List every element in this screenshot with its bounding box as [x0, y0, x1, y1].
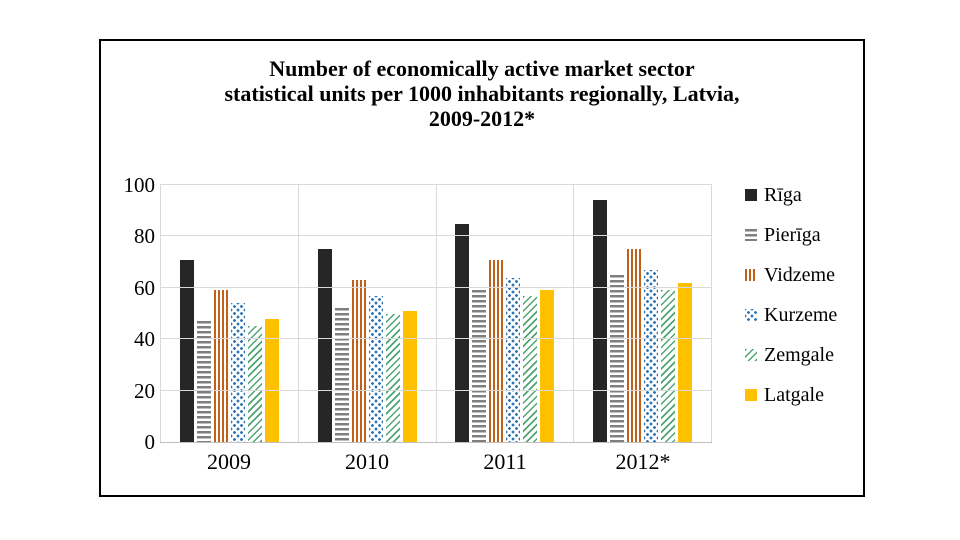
bar-riga-2009: [179, 259, 194, 442]
bar-latgale-2012*: [678, 282, 693, 442]
bar-zemgale-2012*: [661, 290, 676, 442]
bar-kurzeme-2009: [230, 303, 245, 442]
gridline: [160, 389, 712, 391]
gridline: [160, 184, 712, 185]
legend-swatch-pieriga: [745, 229, 757, 241]
legend-item-zemgale: Zemgale: [745, 335, 863, 375]
legend-item-pieriga: Pierīga: [745, 215, 863, 255]
bar-kurzeme-2012*: [644, 269, 659, 442]
bar-vidzeme-2012*: [627, 249, 642, 442]
bar-vidzeme-2009: [213, 290, 228, 442]
bar-zemgale-2009: [247, 326, 262, 442]
legend-item-kurzeme: Kurzeme: [745, 295, 863, 335]
y-axis-tick-label: 60: [134, 275, 155, 300]
x-axis: 2009 2010 2011 2012*: [160, 449, 712, 475]
legend-item-vidzeme: Vidzeme: [745, 255, 863, 295]
chart-title-line-3: 2009-2012*: [428, 106, 536, 131]
category-cell: [297, 185, 436, 442]
gridline: [160, 286, 712, 288]
x-axis-label: 2009: [207, 449, 251, 474]
bar-kurzeme-2010: [368, 295, 383, 442]
x-axis-label: 2012*: [615, 449, 671, 474]
legend: Rīga Pierīga Vidzeme Kurzeme Zemgale Latgale: [745, 175, 863, 415]
legend-label: Vidzeme: [764, 264, 835, 286]
gridline: [160, 235, 712, 237]
bar-riga-2010: [317, 249, 332, 442]
bar-pieriga-2010: [334, 308, 349, 442]
bar-latgale-2009: [264, 318, 279, 442]
legend-label: Zemgale: [764, 344, 834, 366]
category-cell: [160, 185, 298, 442]
chart-frame: Number of economically active market sec…: [99, 39, 865, 497]
bar-pieriga-2009: [196, 321, 211, 442]
legend-label: Rīga: [764, 184, 802, 206]
bar-riga-2011: [455, 223, 470, 442]
x-axis-label: 2011: [483, 449, 527, 474]
chart-title-line-1: Number of economically active market sec…: [269, 56, 695, 81]
y-axis-tick-label: 20: [134, 378, 155, 403]
plot-area: [160, 184, 712, 443]
chart-title-line-2: statistical units per 1000 inhabitants r…: [224, 81, 740, 106]
category-cell: [435, 185, 574, 442]
chart-title: Number of economically active market sec…: [101, 56, 863, 131]
bar-zemgale-2010: [385, 313, 400, 442]
bar-latgale-2010: [402, 310, 417, 442]
bar-vidzeme-2010: [351, 280, 366, 442]
legend-item-riga: Rīga: [745, 175, 863, 215]
y-axis: 0 20 40 60 80 100: [101, 175, 156, 453]
legend-swatch-latgale: [745, 389, 757, 401]
y-axis-tick-label: 100: [123, 173, 156, 197]
y-axis-tick-label: 0: [144, 430, 156, 454]
bar-latgale-2011: [540, 290, 555, 442]
legend-swatch-kurzeme: [745, 309, 757, 321]
legend-swatch-riga: [745, 189, 757, 201]
legend-label: Latgale: [764, 384, 824, 406]
bar-zemgale-2011: [523, 295, 538, 442]
gridline: [160, 338, 712, 340]
legend-label: Pierīga: [764, 224, 821, 246]
bar-pieriga-2011: [472, 290, 487, 442]
x-axis-label: 2010: [345, 449, 389, 474]
legend-item-latgale: Latgale: [745, 375, 863, 415]
legend-swatch-vidzeme: [745, 269, 757, 281]
bar-kurzeme-2011: [506, 277, 521, 442]
bar-riga-2012*: [593, 200, 608, 442]
y-axis-tick-label: 40: [134, 327, 155, 352]
legend-label: Kurzeme: [764, 304, 838, 326]
y-axis-tick-label: 80: [134, 224, 155, 249]
bar-pieriga-2012*: [610, 274, 625, 442]
plot-cells: [160, 185, 712, 442]
bar-vidzeme-2011: [489, 259, 504, 442]
legend-swatch-zemgale: [745, 349, 757, 361]
category-cell: [573, 185, 712, 442]
